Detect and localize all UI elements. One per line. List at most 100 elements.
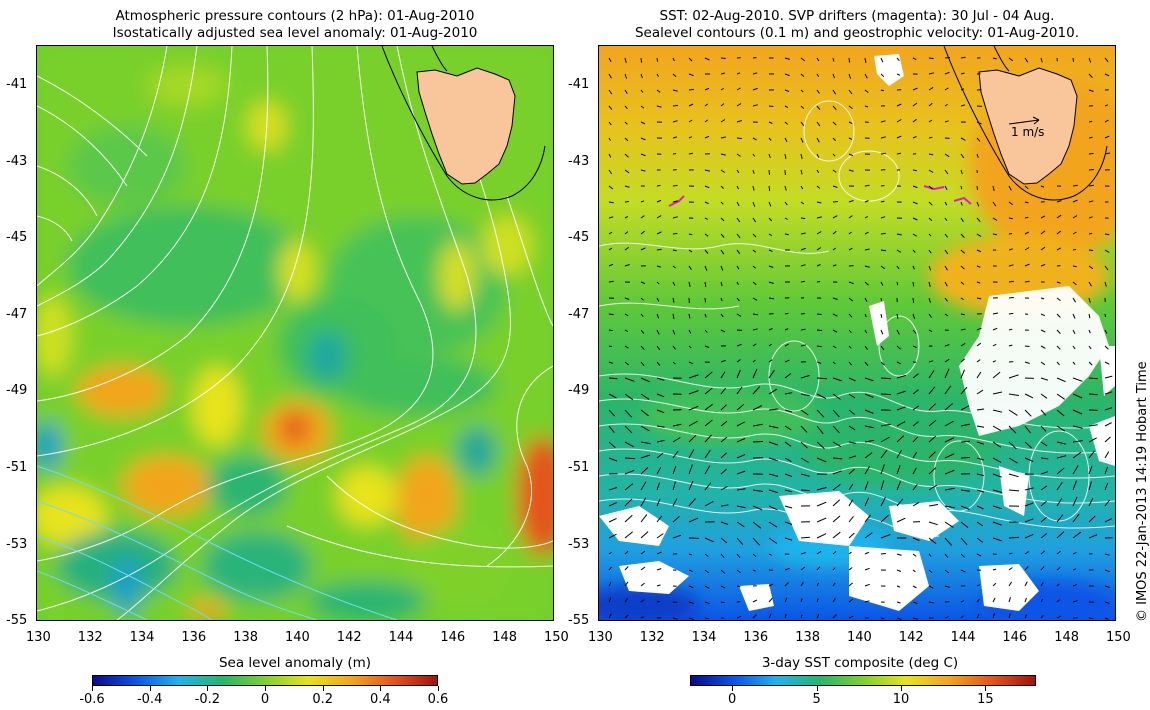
geostrophic-velocity-arrow [848,582,853,587]
geostrophic-velocity-arrow [928,467,937,475]
geostrophic-velocity-arrow [832,247,837,251]
geostrophic-velocity-arrow [736,217,741,223]
geostrophic-velocity-arrow [672,120,678,123]
geostrophic-velocity-arrow [880,514,889,523]
geostrophic-velocity-arrow [880,329,884,335]
geostrophic-velocity-arrow [720,553,725,559]
geostrophic-velocity-arrow [816,486,827,491]
longitude-tick-label: 130 [26,630,51,645]
geostrophic-velocity-arrow [656,231,662,235]
geostrophic-velocity-arrow [848,153,854,157]
geostrophic-velocity-arrow [816,121,821,127]
geostrophic-velocity-arrow [688,553,693,556]
geostrophic-velocity-arrow [1008,344,1013,347]
geostrophic-velocity-arrow [1104,281,1107,287]
geostrophic-velocity-arrow [832,329,838,333]
geostrophic-velocity-arrow [704,465,711,475]
geostrophic-velocity-arrow [656,361,661,366]
geostrophic-velocity-arrow [768,328,773,331]
geostrophic-velocity-arrow [784,105,789,109]
geostrophic-velocity-arrow [624,393,634,401]
geostrophic-velocity-arrow [672,184,678,187]
geostrophic-velocity-arrow [656,345,661,351]
geostrophic-velocity-arrow [832,551,837,555]
geostrophic-velocity-arrow [1056,329,1061,334]
geostrophic-velocity-arrow [656,329,660,335]
geostrophic-velocity-arrow [656,215,662,219]
geostrophic-velocity-arrow [624,57,627,63]
geostrophic-velocity-arrow [912,281,915,287]
geostrophic-velocity-arrow [944,385,952,395]
geostrophic-velocity-arrow [912,345,917,348]
geostrophic-velocity-arrow [704,329,708,333]
geostrophic-velocity-arrow [880,377,892,380]
geostrophic-velocity-arrow [816,457,827,463]
geostrophic-velocity-arrow [752,281,757,286]
geostrophic-velocity-arrow [752,72,758,75]
geostrophic-velocity-arrow [848,105,853,110]
geostrophic-velocity-arrow [704,119,709,123]
geostrophic-velocity-arrow [912,169,918,172]
geostrophic-velocity-arrow [720,281,723,287]
colorbar-tick [732,686,734,691]
latitude-tick-label: -47 [568,306,590,322]
tasmania-land [381,46,546,201]
geostrophic-velocity-arrow [848,313,853,318]
geostrophic-velocity-arrow [752,153,756,157]
geostrophic-velocity-arrow [848,215,853,219]
geostrophic-velocity-arrow [1024,345,1030,347]
geostrophic-velocity-arrow [880,152,886,155]
geostrophic-velocity-arrow [800,473,810,477]
geostrophic-velocity-arrow [624,231,629,235]
geostrophic-velocity-arrow [688,345,692,349]
latitude-tick-label: -51 [568,460,590,475]
geostrophic-velocity-arrow [1056,247,1062,251]
geostrophic-velocity-arrow [688,480,694,491]
geostrophic-velocity-arrow [1072,215,1078,219]
geostrophic-velocity-arrow [976,489,985,493]
geostrophic-velocity-arrow [1040,409,1047,416]
geostrophic-velocity-arrow [1024,393,1034,399]
geostrophic-velocity-arrow [1056,599,1061,603]
geostrophic-velocity-arrow [992,391,1003,395]
geostrophic-velocity-arrow [640,169,646,172]
geostrophic-velocity-arrow [832,531,841,539]
geostrophic-velocity-arrow [896,135,902,139]
geostrophic-velocity-arrow [992,57,997,60]
geostrophic-velocity-arrow [1040,393,1048,399]
geostrophic-velocity-arrow [864,248,870,251]
geostrophic-velocity-arrow [1056,200,1062,203]
geostrophic-velocity-arrow [928,403,936,411]
geostrophic-velocity-arrow [1040,457,1049,460]
geostrophic-velocity-arrow [880,200,885,203]
geostrophic-velocity-arrow [688,374,699,379]
geostrophic-velocity-arrow [896,517,906,523]
geostrophic-velocity-arrow [848,73,852,79]
geostrophic-velocity-arrow [608,73,612,79]
geostrophic-velocity-arrow [768,153,771,159]
geostrophic-velocity-arrow [1040,313,1046,317]
geostrophic-velocity-arrow [928,386,936,395]
geostrophic-velocity-arrow [768,217,773,222]
geostrophic-velocity-arrow [640,550,646,555]
geostrophic-velocity-arrow [1056,550,1062,555]
geostrophic-velocity-arrow [624,614,629,619]
geostrophic-velocity-arrow [1104,518,1112,523]
geostrophic-velocity-arrow [800,232,806,235]
right-title-line2: Sealevel contours (0.1 m) and geostrophi… [634,25,1079,41]
geostrophic-velocity-arrow [736,404,745,411]
geostrophic-velocity-arrow [672,450,679,459]
geostrophic-velocity-arrow [1104,422,1112,427]
geostrophic-velocity-arrow [800,409,809,416]
geostrophic-velocity-arrow [816,313,822,315]
geostrophic-velocity-arrow [944,169,949,175]
geostrophic-velocity-arrow [976,537,984,543]
geostrophic-velocity-arrow [688,265,692,270]
geostrophic-velocity-arrow [896,406,906,411]
geostrophic-velocity-arrow [1024,441,1032,449]
geostrophic-velocity-arrow [992,537,1002,542]
geostrophic-velocity-arrow [752,313,758,316]
geostrophic-velocity-arrow [864,481,869,491]
geostrophic-velocity-arrow [1040,485,1048,491]
geostrophic-velocity-arrow [816,582,820,587]
